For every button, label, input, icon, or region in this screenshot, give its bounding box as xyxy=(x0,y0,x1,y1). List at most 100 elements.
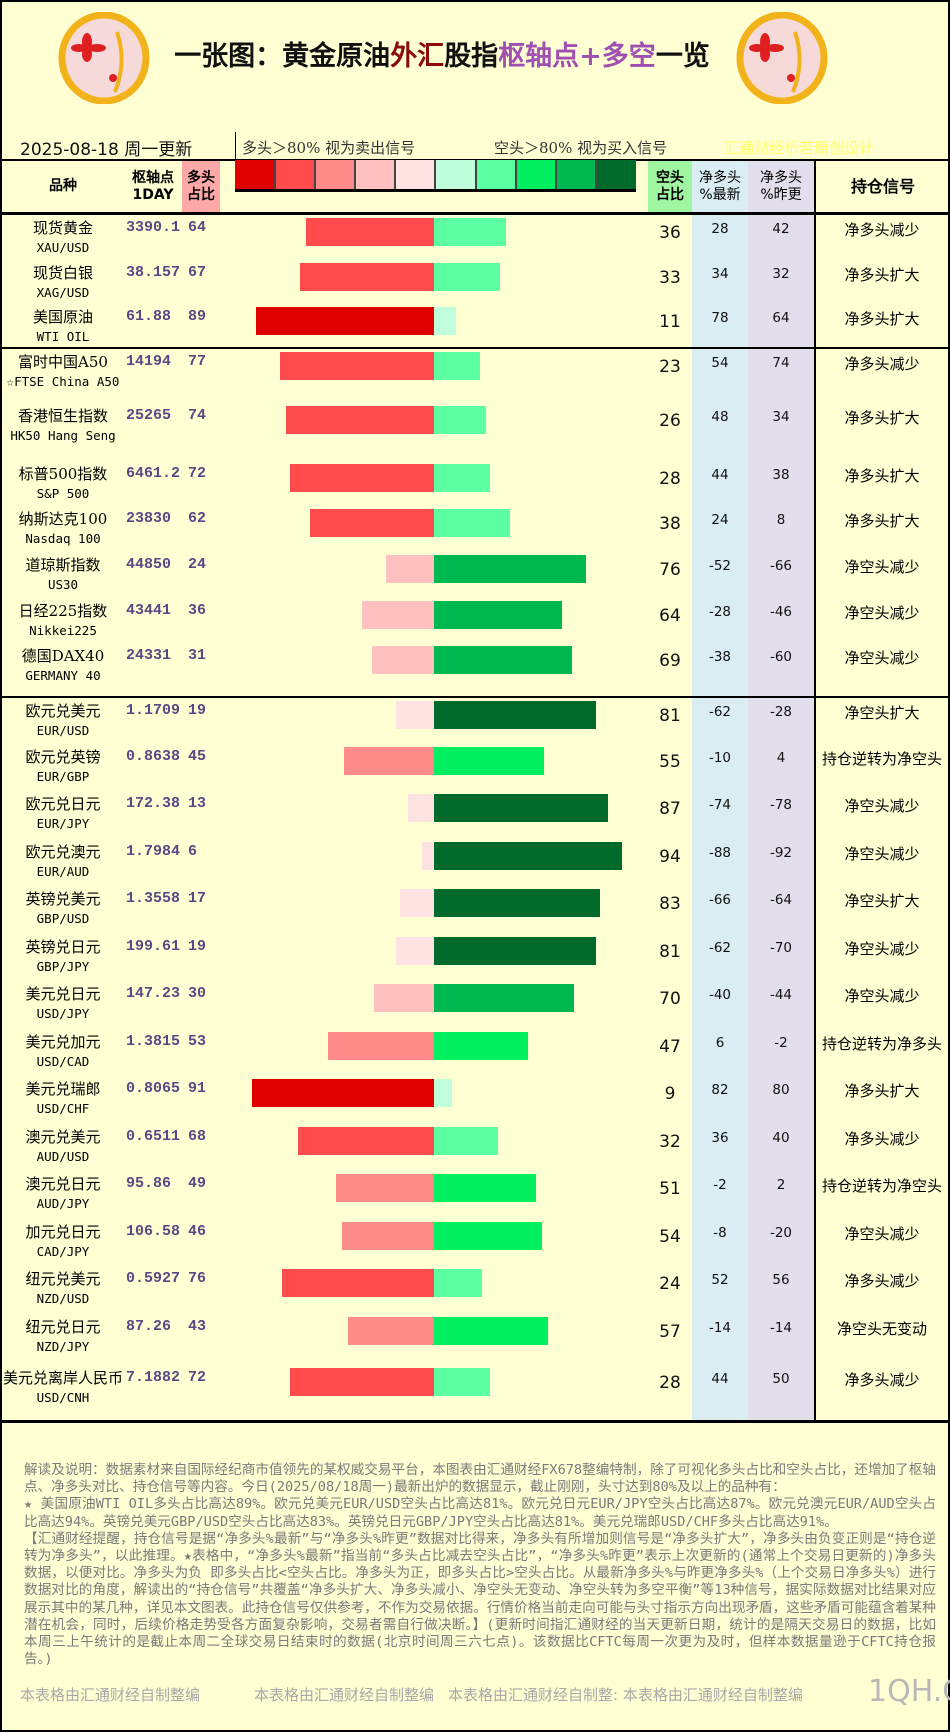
short-percent: 83 xyxy=(659,894,681,914)
position-signal: 净多头扩大 xyxy=(844,467,920,485)
long-percent: 36 xyxy=(188,602,207,619)
product-code: EUR/JPY xyxy=(36,816,90,831)
long-percent: 43 xyxy=(188,1317,207,1335)
pivot-value: 61.88 xyxy=(126,308,172,325)
short-percent: 69 xyxy=(659,651,681,671)
header-net-prev-sub: %昨更 xyxy=(760,186,802,203)
table-row: 澳元兑日元 AUD/JPY 95.86 49 51 -2 2 持仓逆转为净空头 xyxy=(2,1171,950,1219)
title-part: 一张图：黄金原油 xyxy=(174,41,391,72)
table-row: 欧元兑日元 EUR/JPY 172.38 13 87 -74 -78 净空头减少 xyxy=(2,791,950,839)
long-bar xyxy=(408,794,434,822)
product-code: XAG/USD xyxy=(36,285,90,300)
product-code: ☆FTSE China A50 xyxy=(6,374,120,389)
position-signal: 净空头减少 xyxy=(844,844,920,863)
pivot-value: 1.3815 xyxy=(126,1032,181,1050)
short-bar xyxy=(434,984,574,1012)
watermark: 本表格由汇通财经自制整编 xyxy=(20,1686,201,1704)
short-percent: 23 xyxy=(659,357,681,377)
product-name-cn: 标普500指数 xyxy=(18,465,108,483)
net-long-previous: 50 xyxy=(772,1371,790,1387)
legend-long-text: 多头＞80% 视为卖出信号 xyxy=(242,139,416,157)
short-bar xyxy=(434,1126,498,1155)
net-long-latest: -8 xyxy=(713,1224,727,1241)
net-prev-column-bg xyxy=(748,161,814,1420)
header-net-prev: 净多头 %昨更 xyxy=(748,161,814,212)
header-pivot-label: 枢轴点 xyxy=(132,169,174,186)
long-percent: 62 xyxy=(188,510,207,527)
long-percent: 76 xyxy=(188,1270,207,1287)
position-signal: 净空头减少 xyxy=(844,558,920,576)
product-code: NZD/USD xyxy=(36,1291,90,1306)
position-signal: 净多头减少 xyxy=(844,355,920,373)
net-long-latest: 78 xyxy=(711,310,729,326)
long-bar xyxy=(290,1368,434,1396)
product-name: 英镑兑日元 GBP/JPY xyxy=(2,937,124,977)
pivot-value: 38.157 xyxy=(126,264,181,281)
product-name: 香港恒生指数 HK50 Hang Seng xyxy=(2,406,124,446)
update-date: 2025-08-18 周一更新 xyxy=(20,140,193,160)
position-signal: 净空头减少 xyxy=(844,604,920,622)
short-bar xyxy=(434,794,608,822)
position-signal: 净空头无变动 xyxy=(836,1319,927,1338)
legend-swatch xyxy=(235,160,276,189)
short-percent: 54 xyxy=(659,1226,681,1247)
logo-right-icon xyxy=(736,12,828,104)
legend-swatch xyxy=(595,160,636,189)
net-long-previous: 2 xyxy=(776,1177,786,1193)
product-name: 现货白银 XAG/USD xyxy=(2,263,124,303)
long-bar xyxy=(252,1079,434,1107)
product-name-cn: 欧元兑澳元 xyxy=(25,842,101,861)
pivot-value: 172.38 xyxy=(126,795,181,812)
product-code: AUD/USD xyxy=(36,1148,90,1164)
product-name-cn: 欧元兑日元 xyxy=(25,795,101,813)
net-long-latest: -2 xyxy=(713,1177,727,1193)
table-row: 纳斯达克100 Nasdaq 100 23830 62 38 24 8 净多头扩大 xyxy=(2,506,950,552)
long-bar xyxy=(396,936,434,965)
header-product: 品种 xyxy=(49,178,77,194)
net-long-latest: 44 xyxy=(711,1371,729,1387)
table-row: 德国DAX40 GERMANY 40 24331 31 69 -38 -60 净空头减少 xyxy=(2,643,950,696)
short-percent: 81 xyxy=(659,706,681,726)
short-percent: 47 xyxy=(659,1036,681,1057)
long-bar xyxy=(362,601,434,629)
title-part: 外汇 xyxy=(390,41,445,72)
long-bar xyxy=(310,509,434,537)
short-bar xyxy=(434,406,486,434)
product-code: USD/CHF xyxy=(36,1101,90,1116)
net-long-previous: -44 xyxy=(769,987,793,1003)
short-percent: 33 xyxy=(659,268,681,288)
header-net-latest: 净多头 %最新 xyxy=(692,161,748,212)
long-bar xyxy=(372,646,434,674)
product-name: 欧元兑英镑 EUR/GBP xyxy=(2,747,124,787)
net-long-latest: 24 xyxy=(711,512,729,528)
short-bar xyxy=(434,889,600,917)
long-bar xyxy=(298,1126,434,1155)
pivot-value: 1.7984 xyxy=(126,842,181,860)
header-short-sub: 占比 xyxy=(656,186,684,203)
divider xyxy=(2,212,950,215)
short-bar xyxy=(434,1269,482,1297)
long-bar xyxy=(280,352,434,380)
net-long-latest: 36 xyxy=(711,1129,729,1146)
product-name: 欧元兑日元 EUR/JPY xyxy=(2,794,124,834)
product-name: 道琼斯指数 US30 xyxy=(2,555,124,595)
long-percent: 53 xyxy=(188,1032,207,1050)
header-net-prev-label: 净多头 xyxy=(760,169,802,186)
short-bar xyxy=(434,646,572,674)
pivot-value: 3390.1 xyxy=(126,219,181,236)
position-signal: 净空头扩大 xyxy=(844,704,920,722)
logo-left-icon xyxy=(58,12,150,104)
short-bar xyxy=(434,936,596,965)
net-long-previous: -64 xyxy=(769,892,793,908)
net-long-previous: 42 xyxy=(772,221,790,237)
product-name-cn: 加元兑日元 xyxy=(25,1222,101,1241)
short-bar xyxy=(434,701,596,729)
long-bar xyxy=(300,263,434,291)
long-bar xyxy=(396,701,434,729)
net-long-latest: -62 xyxy=(708,939,732,956)
header-long-sub: 占比 xyxy=(187,186,215,203)
table-row: 欧元兑美元 EUR/USD 1.1709 19 81 -62 -28 净空头扩大 xyxy=(2,696,950,744)
color-scale-legend xyxy=(235,160,636,192)
product-name: 澳元兑美元 AUD/USD xyxy=(2,1127,124,1167)
pivot-value: 7.1882 xyxy=(126,1369,181,1386)
